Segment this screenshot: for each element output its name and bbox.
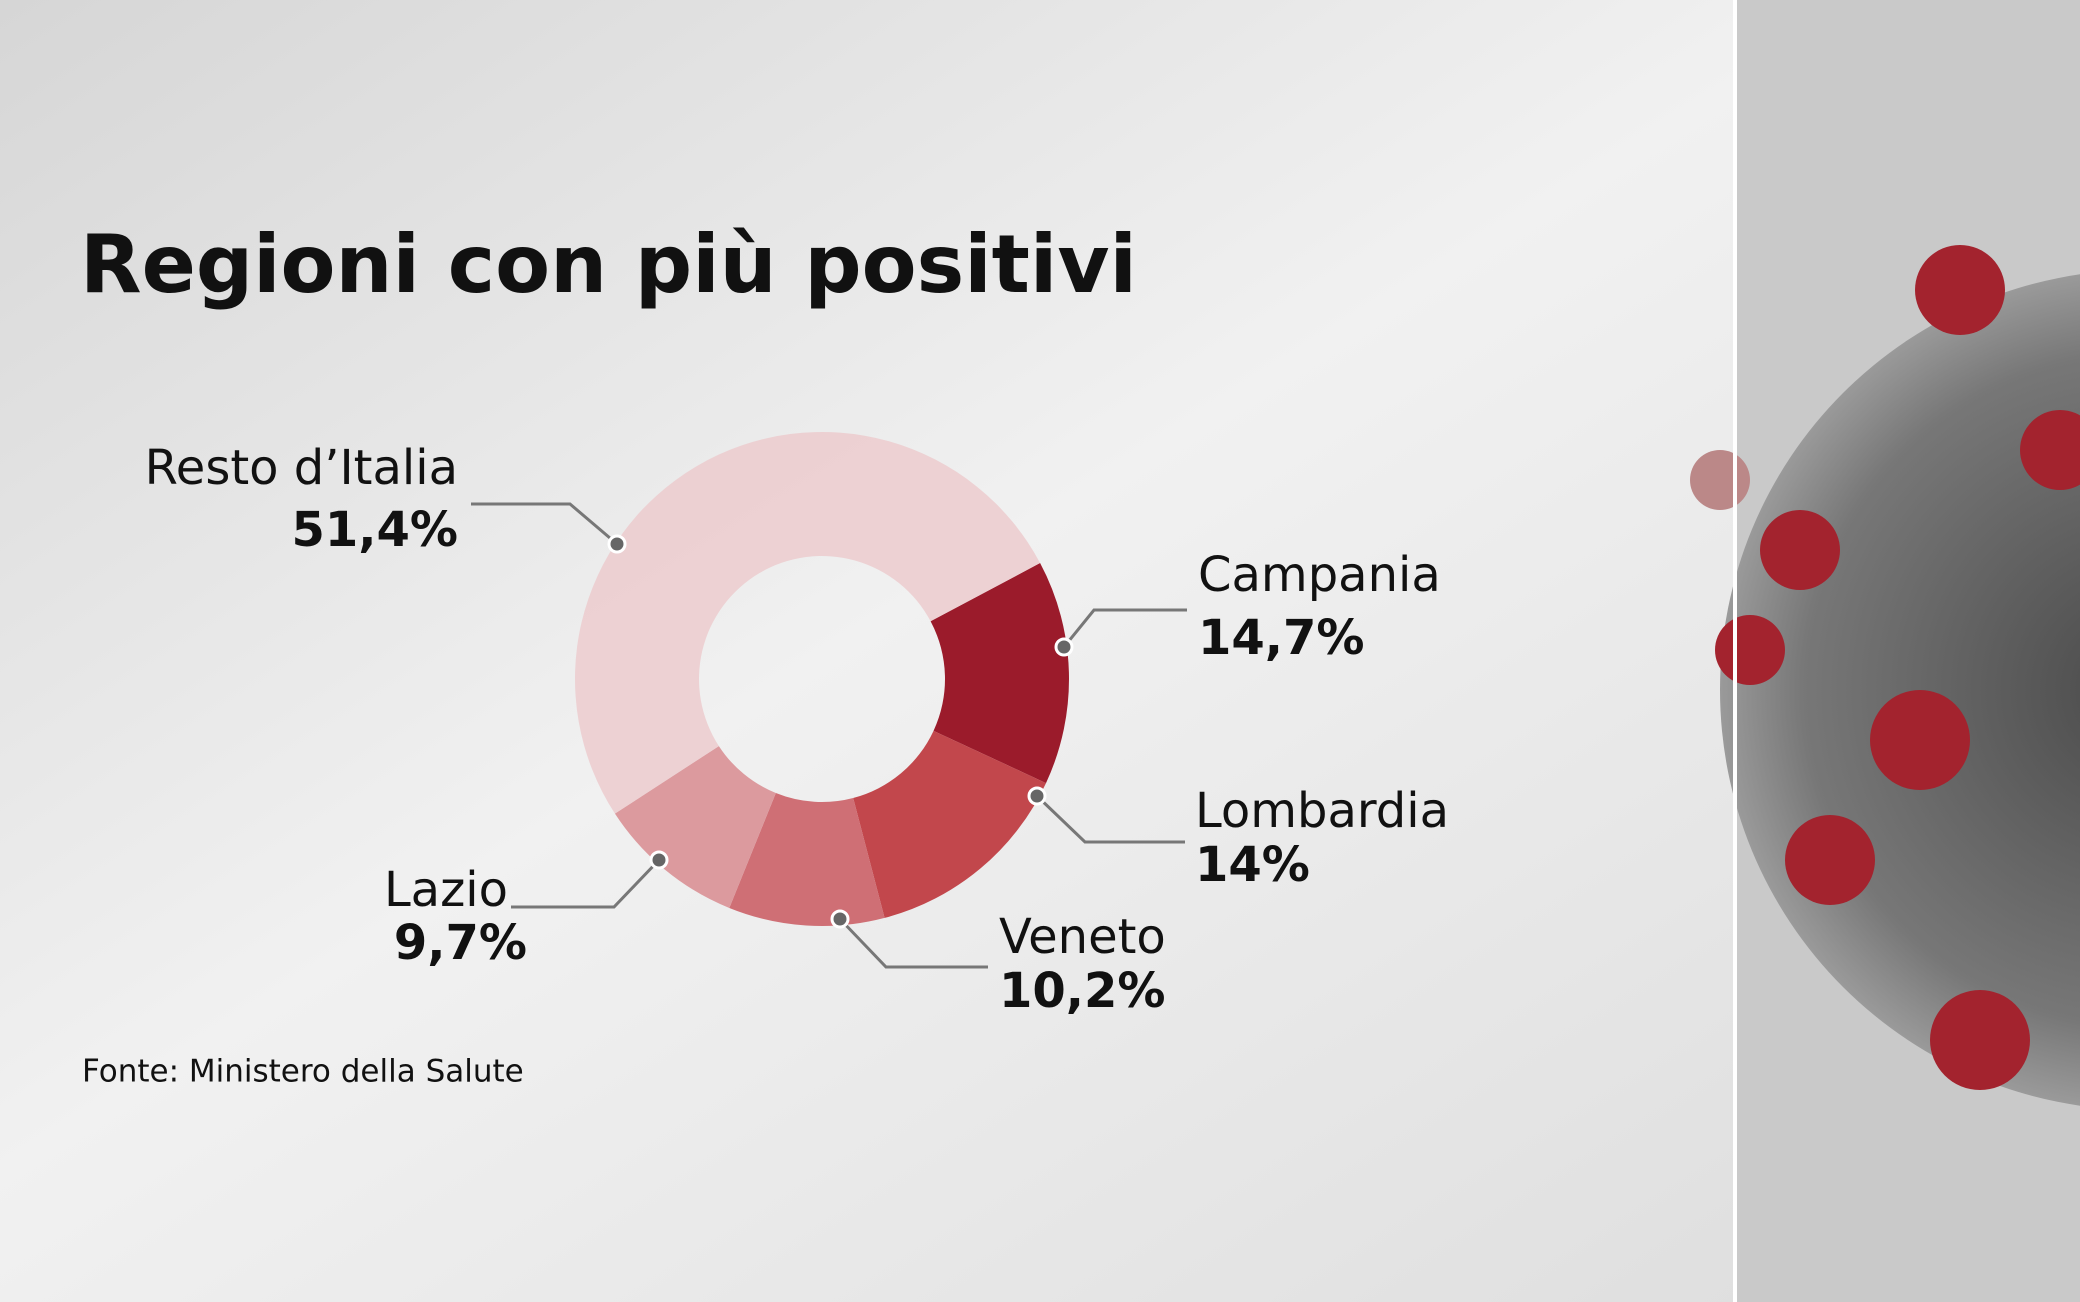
leader-dot	[649, 850, 669, 870]
slice-value: 14%	[1195, 837, 1310, 893]
virus-spikes	[1690, 245, 2080, 1090]
slice-name: Campania	[1198, 547, 1441, 603]
donut-slice	[574, 431, 1041, 814]
leader-line	[1062, 608, 1187, 648]
leader-dot	[1027, 786, 1047, 806]
slice-value: 9,7%	[394, 915, 527, 971]
leader-dot	[830, 909, 850, 929]
slice-value: 10,2%	[999, 963, 1166, 1019]
slice-name: Lombardia	[1195, 783, 1449, 839]
leader-line	[471, 502, 618, 546]
donut-slice	[930, 563, 1069, 784]
leader-line	[1035, 794, 1185, 844]
slice-name: Lazio	[384, 862, 508, 918]
chart-title: Regioni con più positivi	[80, 218, 1137, 311]
slice-value: 14,7%	[1198, 610, 1365, 666]
donut-slice	[853, 730, 1047, 918]
donut-slice	[729, 793, 885, 926]
source-note: Fonte: Ministero della Salute	[82, 1054, 524, 1090]
leader-dot	[1054, 637, 1074, 657]
leader-line	[511, 858, 661, 909]
slice-name: Resto d’Italia	[145, 440, 458, 496]
donut-slice	[614, 746, 776, 908]
slice-name: Veneto	[999, 909, 1166, 965]
leader-line	[838, 917, 988, 969]
slice-value: 51,4%	[291, 502, 458, 558]
leader-dot	[607, 534, 627, 554]
